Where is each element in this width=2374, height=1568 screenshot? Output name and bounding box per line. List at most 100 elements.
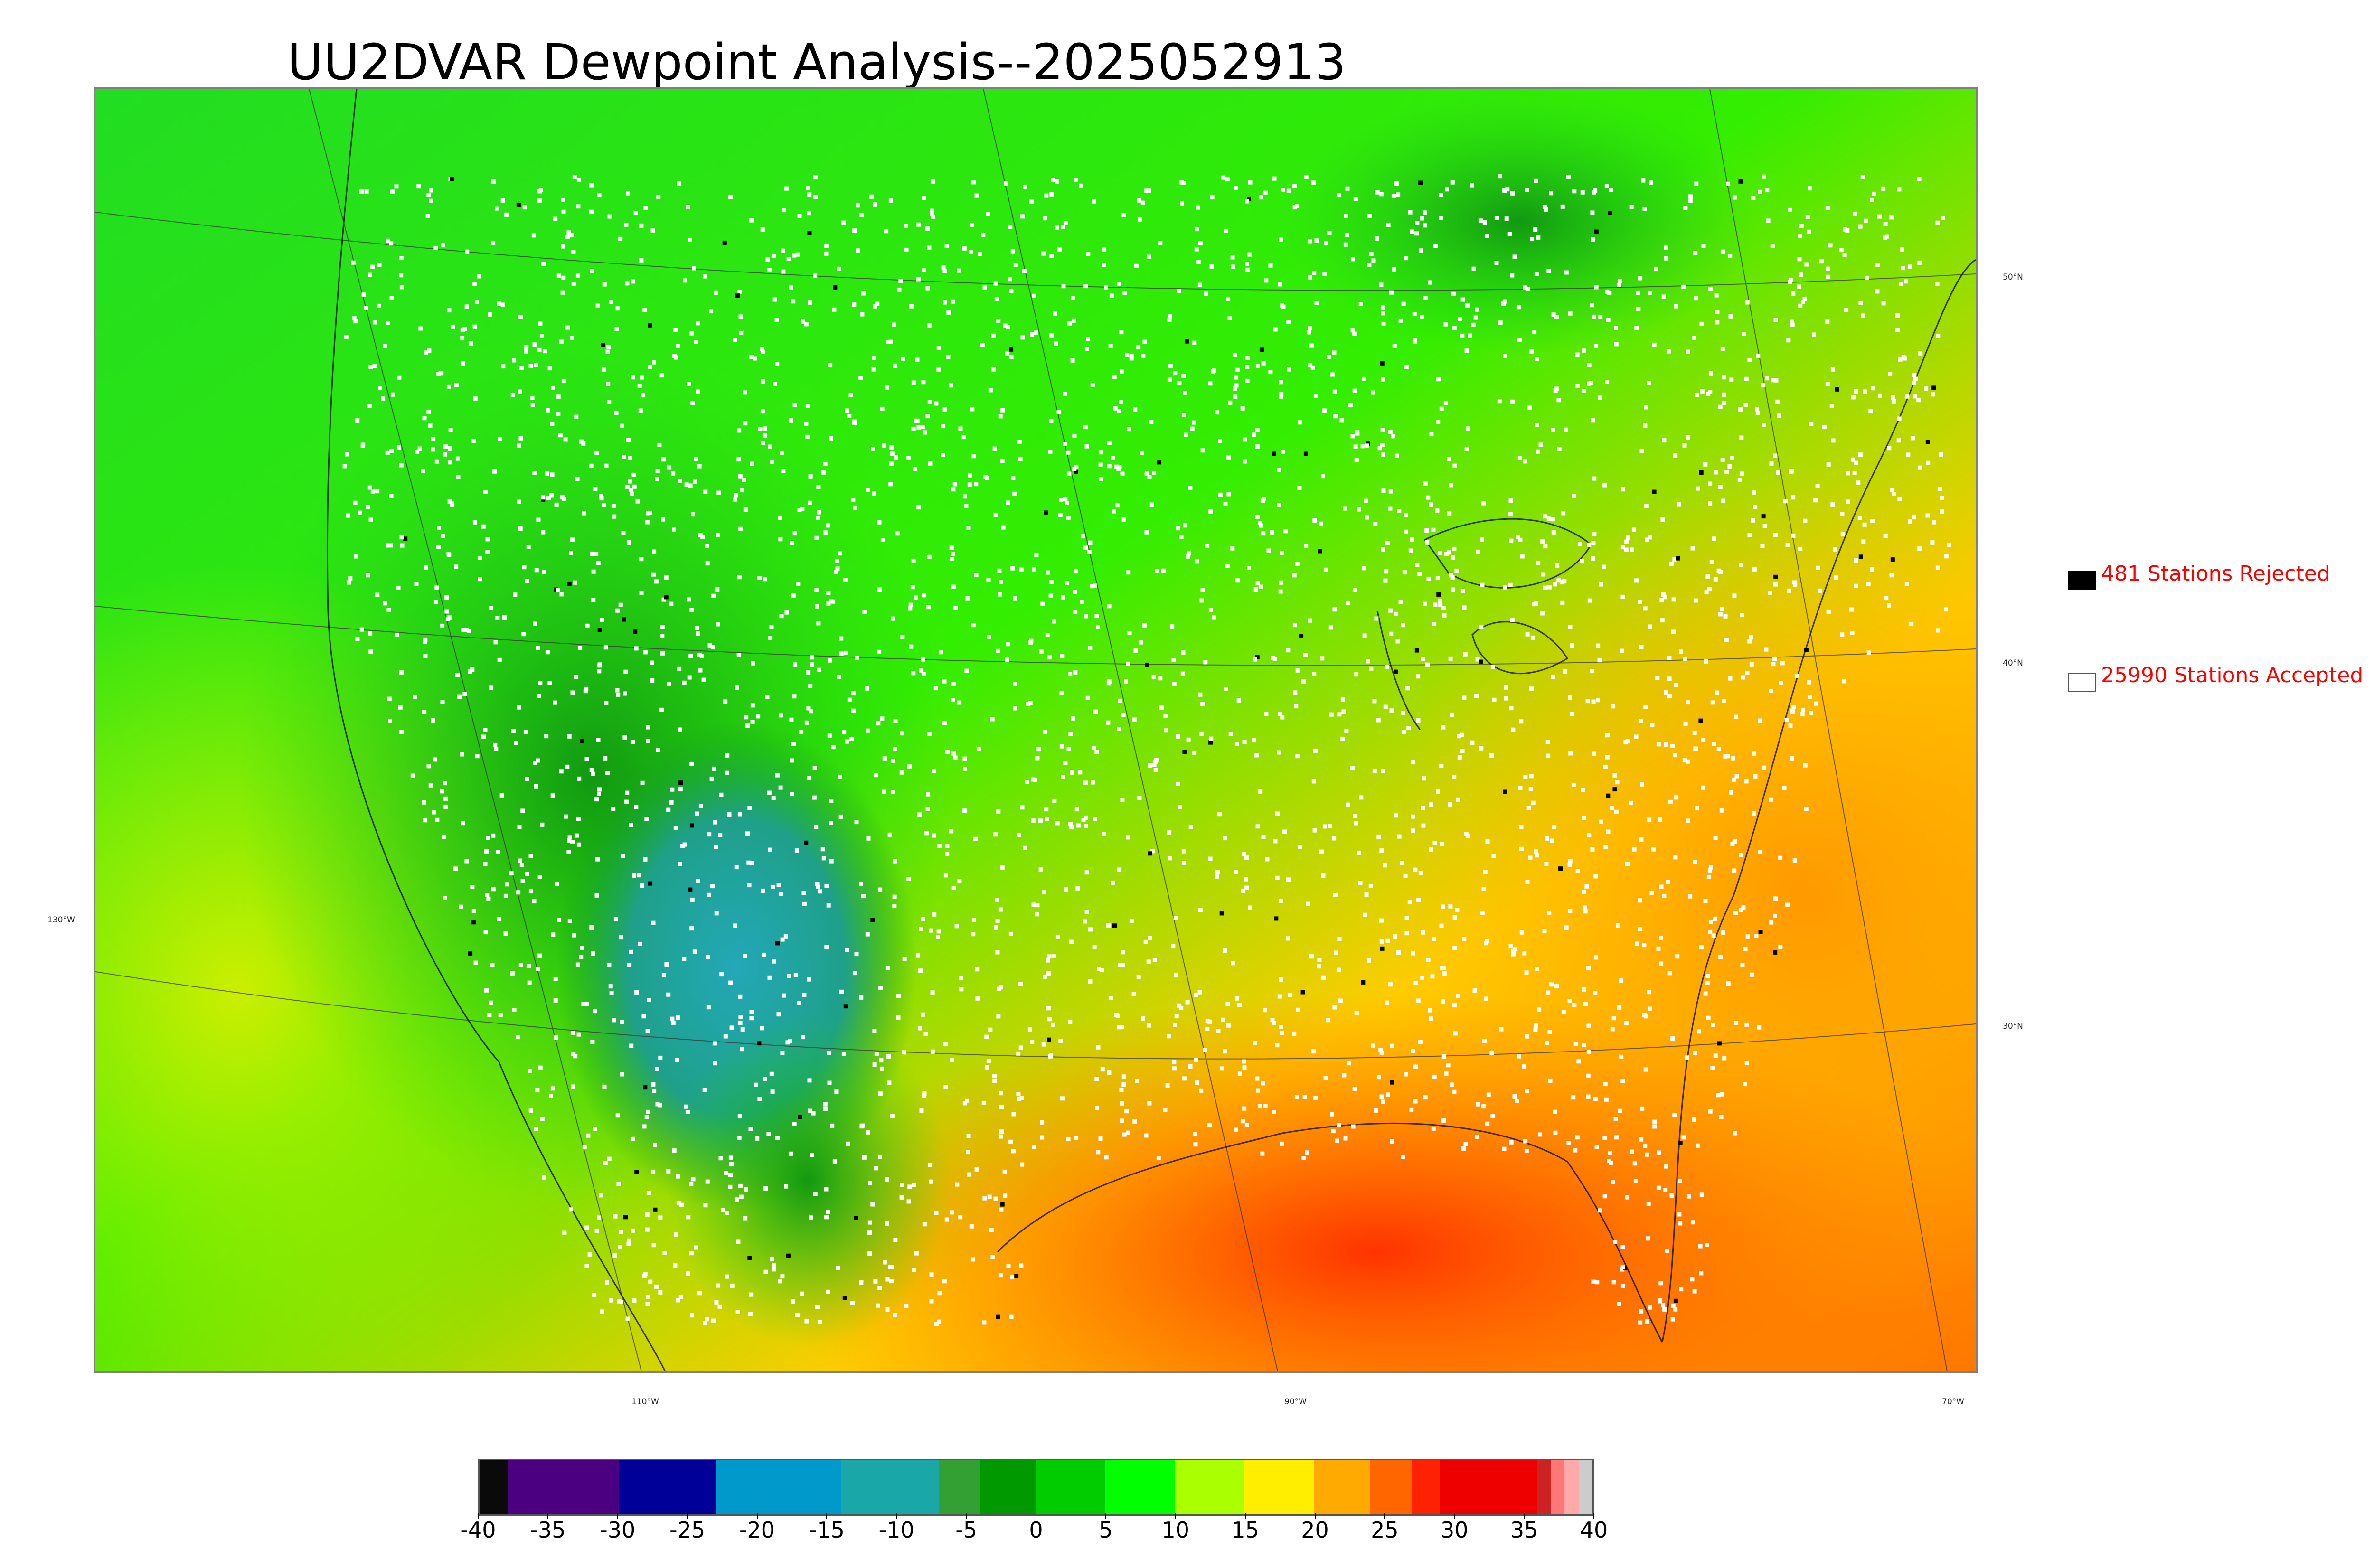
accepted-station-marker (666, 807, 671, 812)
accepted-station-marker (1883, 533, 1888, 538)
accepted-station-marker (629, 1043, 634, 1048)
accepted-station-marker (1724, 470, 1729, 474)
accepted-station-marker (898, 279, 903, 283)
rejected-station-marker (1390, 1080, 1394, 1085)
accepted-station-marker (1016, 1092, 1021, 1097)
accepted-station-marker (1099, 450, 1103, 455)
accepted-station-marker (538, 681, 543, 685)
accepted-station-marker (1765, 376, 1769, 381)
accepted-station-marker (916, 425, 921, 430)
accepted-station-marker (1112, 375, 1117, 379)
accepted-station-marker (1826, 609, 1831, 614)
accepted-station-marker (1529, 774, 1534, 779)
accepted-station-marker (1683, 206, 1688, 210)
rejected-station-marker (580, 739, 584, 743)
accepted-station-marker (1812, 332, 1816, 337)
accepted-station-marker (988, 388, 993, 393)
accepted-station-marker (433, 757, 437, 762)
accepted-station-marker (987, 1194, 992, 1199)
accepted-station-marker (603, 756, 608, 761)
accepted-station-marker (1708, 501, 1713, 506)
accepted-station-marker (1013, 706, 1017, 711)
accepted-station-marker (561, 379, 566, 383)
accepted-station-marker (1485, 234, 1489, 238)
accepted-station-marker (823, 1107, 828, 1111)
accepted-station-marker (625, 790, 630, 795)
accepted-station-marker (1572, 189, 1577, 194)
accepted-station-marker (1692, 1117, 1696, 1122)
accepted-station-marker (423, 639, 427, 644)
accepted-station-marker (1432, 622, 1437, 626)
accepted-station-marker (1688, 894, 1693, 899)
accepted-station-marker (1423, 210, 1427, 215)
accepted-station-marker (714, 290, 718, 295)
accepted-station-marker (782, 993, 786, 998)
accepted-station-marker (1170, 624, 1175, 629)
accepted-station-marker (876, 721, 881, 726)
accepted-station-marker (713, 1061, 717, 1066)
accepted-station-marker (1444, 552, 1449, 556)
colorbar-tick (1105, 1513, 1106, 1519)
accepted-station-marker (690, 401, 695, 405)
accepted-station-marker (1505, 187, 1510, 192)
accepted-station-marker (1051, 1022, 1055, 1027)
accepted-station-marker (1407, 900, 1412, 904)
rejected-station-marker (1890, 557, 1895, 562)
accepted-station-marker (1055, 179, 1059, 184)
accepted-station-marker (781, 269, 786, 274)
accepted-station-marker (528, 1108, 533, 1113)
accepted-station-marker (1654, 267, 1658, 272)
accepted-station-marker (784, 186, 789, 191)
accepted-station-marker (355, 637, 360, 641)
accepted-station-marker (1690, 1277, 1695, 1282)
accepted-station-marker (1662, 438, 1667, 443)
accepted-station-marker (639, 258, 644, 263)
accepted-station-marker (1917, 260, 1922, 265)
colorbar-tick (1454, 1513, 1455, 1519)
accepted-station-marker (931, 215, 935, 219)
accepted-station-marker (1887, 603, 1891, 608)
accepted-station-marker (1711, 933, 1716, 938)
accepted-station-marker (1561, 511, 1566, 516)
accepted-station-marker (943, 1085, 948, 1089)
accepted-station-marker (1733, 1131, 1737, 1136)
accepted-station-marker (1536, 561, 1541, 565)
accepted-station-marker (1312, 518, 1317, 523)
accepted-station-marker (1280, 1141, 1284, 1146)
accepted-station-marker (1610, 806, 1614, 810)
accepted-station-marker (516, 1035, 520, 1040)
accepted-station-marker (658, 1055, 663, 1060)
accepted-station-marker (817, 667, 821, 672)
accepted-station-marker (1502, 1146, 1507, 1151)
accepted-station-marker (1605, 289, 1610, 294)
accepted-station-marker (1593, 955, 1598, 960)
accepted-station-marker (982, 1196, 987, 1201)
accepted-station-marker (1319, 521, 1323, 526)
accepted-station-marker (1046, 958, 1050, 963)
accepted-station-marker (1231, 264, 1235, 269)
accepted-station-marker (1086, 252, 1091, 256)
accepted-station-marker (635, 499, 640, 504)
accepted-station-marker (1352, 331, 1357, 336)
accepted-station-marker (1725, 754, 1730, 759)
accepted-station-marker (1049, 419, 1054, 423)
accepted-station-marker (1401, 711, 1405, 715)
accepted-station-marker (646, 739, 650, 743)
accepted-station-marker (1686, 1194, 1691, 1199)
accepted-station-marker (1556, 578, 1561, 583)
accepted-station-marker (518, 858, 522, 863)
accepted-station-marker (893, 1238, 898, 1242)
accepted-station-marker (852, 971, 857, 976)
accepted-station-marker (1272, 176, 1277, 181)
accepted-station-marker (613, 1214, 618, 1219)
accepted-station-marker (676, 1201, 681, 1206)
dewpoint-map[interactable] (94, 87, 1978, 1373)
accepted-station-marker (1034, 553, 1039, 557)
accepted-station-marker (1044, 807, 1049, 812)
rejected-station-marker (1678, 1141, 1683, 1145)
accepted-station-marker (1421, 806, 1425, 810)
accepted-station-marker (824, 1187, 829, 1192)
accepted-station-marker (1076, 823, 1081, 828)
accepted-station-marker (1737, 478, 1742, 482)
accepted-station-marker (1809, 711, 1813, 715)
